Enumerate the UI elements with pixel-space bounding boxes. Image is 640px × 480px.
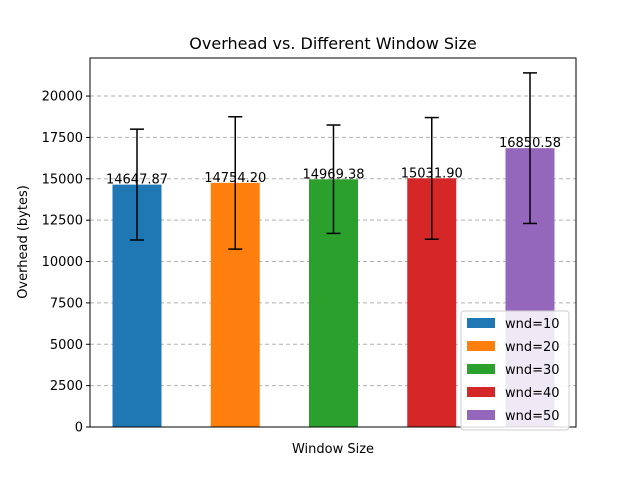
- error-bars: [130, 72, 537, 250]
- y-tick-label-3: 7500: [50, 296, 83, 311]
- y-tick-label-1: 2500: [50, 379, 83, 394]
- y-tick-label-6: 15000: [42, 172, 83, 187]
- grid-lines: [90, 95, 576, 387]
- y-tick-label-7: 17500: [42, 131, 83, 146]
- data-label-wnd=10: 14647.87: [106, 173, 168, 188]
- data-label-wnd=20: 14754.20: [204, 171, 266, 186]
- legend-swatch-wnd=40: [467, 387, 495, 397]
- chart-title: Overhead vs. Different Window Size: [189, 34, 476, 53]
- data-label-wnd=50: 16850.58: [499, 136, 561, 151]
- data-labels: 14647.87 14754.20 14969.38 15031.90 16850.58: [106, 136, 561, 187]
- legend: wnd=10 wnd=20 wnd=30 wnd=40 wnd=50: [460, 310, 570, 431]
- data-label-wnd=40: 15031.90: [401, 166, 463, 181]
- legend-label-wnd=50: wnd=50: [505, 409, 560, 424]
- legend-label-wnd=10: wnd=10: [505, 317, 560, 332]
- legend-swatch-wnd=10: [467, 318, 495, 328]
- y-tick-label-0: 0: [75, 421, 83, 436]
- legend-label-wnd=40: wnd=40: [505, 386, 560, 401]
- legend-swatch-wnd=20: [467, 341, 495, 351]
- y-tick-label-5: 12500: [42, 214, 83, 229]
- legend-label-wnd=30: wnd=30: [505, 363, 560, 378]
- x-axis-label: Window Size: [292, 442, 374, 457]
- legend-box: [460, 310, 570, 431]
- legend-label-wnd=20: wnd=20: [505, 340, 560, 355]
- y-tick-label-4: 10000: [42, 255, 83, 270]
- plot-area-frame: [89, 57, 577, 428]
- y-axis-ticks: 0 2500 5000 7500 10000 12500 15000 17500 20000: [42, 90, 90, 436]
- y-axis-label: Overhead (bytes): [16, 185, 31, 299]
- y-tick-label-2: 5000: [50, 338, 83, 353]
- data-label-wnd=30: 14969.38: [302, 167, 364, 182]
- legend-swatch-wnd=50: [467, 410, 495, 420]
- y-tick-label-8: 20000: [42, 90, 83, 105]
- legend-swatch-wnd=30: [467, 364, 495, 374]
